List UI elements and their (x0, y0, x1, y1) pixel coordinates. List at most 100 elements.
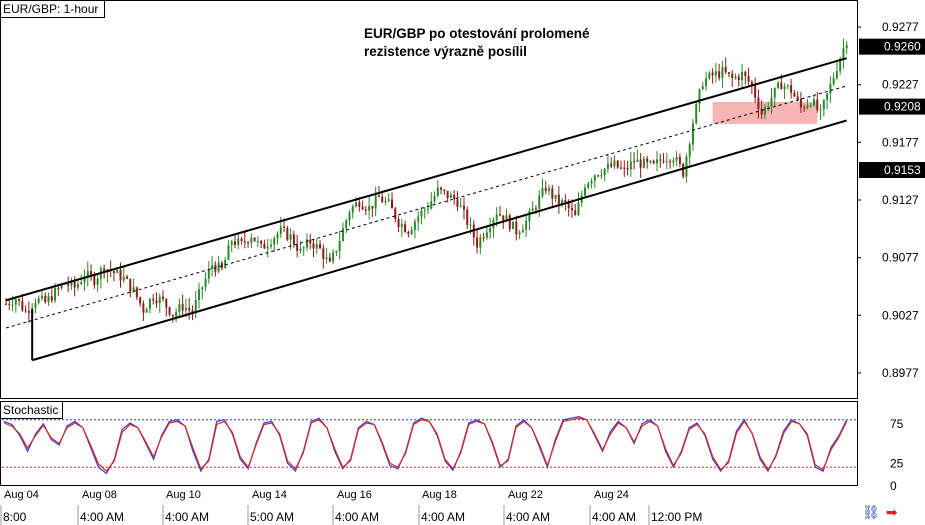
jump-to-end-icon[interactable]: ➡ (885, 505, 898, 521)
candle-body (355, 202, 358, 207)
candle-body (436, 187, 439, 196)
candle-body (371, 206, 374, 209)
candle-body (427, 208, 429, 210)
candle-body (214, 265, 217, 272)
candle-body (606, 163, 609, 169)
candle-body (430, 201, 433, 209)
candle-body (112, 271, 115, 273)
candle-body (253, 237, 256, 242)
candle-body (770, 97, 773, 107)
candle-body (502, 215, 505, 222)
candle-body (793, 92, 796, 97)
price-level-label: 0.9208 (884, 100, 921, 114)
candle-body (283, 226, 286, 228)
candle-body (188, 308, 191, 311)
candle-body (18, 299, 21, 301)
candle-body (273, 238, 276, 245)
candle-body (76, 283, 79, 288)
candle-body (40, 295, 43, 299)
stochastic-y-label: 25 (890, 456, 904, 470)
candle-body (224, 260, 227, 269)
candle-body (669, 161, 672, 163)
candle-body (413, 221, 416, 230)
candle-body (655, 159, 658, 164)
x-date-label: Aug 16 (337, 489, 372, 501)
candle-body (400, 224, 403, 228)
candle-body (175, 312, 178, 317)
candle-body (822, 100, 825, 110)
candle-body (620, 167, 623, 169)
candle-body (652, 160, 655, 164)
candle-body (44, 295, 47, 303)
candle-body (328, 257, 331, 262)
candle-body (119, 269, 122, 281)
candle-body (420, 210, 423, 217)
x-date-label: Aug 08 (82, 489, 117, 501)
candle-body (806, 105, 809, 109)
candle-body (132, 287, 135, 292)
candle-body (54, 287, 57, 301)
candle-body (315, 244, 318, 249)
main-title: EUR/GBP: 1-hour (3, 2, 98, 16)
candle-body (747, 75, 750, 82)
candle-body (616, 160, 619, 168)
candle-body (374, 195, 377, 209)
candle-body (714, 71, 717, 76)
candle-body (639, 159, 642, 168)
candle-body (767, 106, 770, 108)
link-icon[interactable]: ⛓ (862, 505, 880, 521)
price-level-box (859, 98, 925, 115)
candle-body (691, 123, 694, 145)
candle-body (813, 99, 816, 106)
candle-body (449, 194, 452, 198)
candle-body (701, 86, 704, 90)
candle-body (505, 215, 508, 222)
candle-body (466, 209, 469, 226)
candle-body (440, 187, 443, 190)
candle-body (453, 194, 456, 200)
candle-body (338, 240, 341, 251)
candle-body (508, 215, 511, 229)
y-tick-label: 0.8977 (882, 366, 919, 380)
candle-body (171, 314, 174, 317)
candle-body (649, 160, 652, 162)
x-date-label: Aug 10 (166, 489, 201, 501)
candle-body (260, 241, 263, 244)
main-layer (5, 38, 848, 362)
candle-body (73, 280, 76, 288)
price-level-box (859, 38, 925, 55)
candle-body (191, 310, 194, 313)
candle-body (377, 195, 380, 197)
channel-middle-line (5, 85, 847, 329)
candle-body (207, 268, 210, 279)
candle-body (570, 208, 573, 211)
candle-body (230, 241, 233, 246)
candle-body (744, 71, 747, 76)
candle-body (835, 71, 838, 78)
candle-body (646, 158, 649, 162)
stochastic-title-box: Stochastic (0, 401, 63, 419)
candle-body (534, 208, 537, 210)
candle-body (443, 189, 446, 191)
candle-body (37, 298, 40, 303)
candle-body (404, 224, 407, 233)
candle-body (446, 190, 449, 198)
candle-body (489, 228, 492, 233)
candle-body (561, 200, 564, 204)
x-date-label: Aug 24 (594, 489, 629, 501)
candle-body (698, 89, 701, 104)
candle-body (322, 248, 325, 260)
candle-body (135, 287, 138, 298)
candle-body (116, 269, 119, 273)
candle-body (518, 232, 521, 235)
candle-body (83, 277, 86, 283)
candle-body (319, 244, 322, 249)
candle-body (839, 58, 842, 72)
candle-body (708, 72, 711, 79)
candle-body (305, 239, 308, 248)
candle-body (799, 98, 802, 108)
candle-body (705, 78, 708, 87)
candle-body (485, 232, 488, 238)
candle-body (309, 239, 312, 244)
candle-body (786, 85, 789, 87)
